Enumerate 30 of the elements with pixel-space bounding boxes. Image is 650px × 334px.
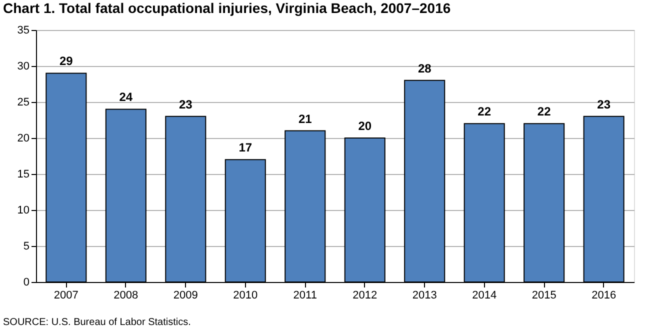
x-tick-label: 2013 bbox=[412, 290, 437, 302]
x-tick-label: 2014 bbox=[472, 290, 497, 302]
chart-title: Chart 1. Total fatal occupational injuries, Virginia Beach, 2007–2016 bbox=[3, 0, 451, 16]
data-label: 17 bbox=[238, 140, 252, 155]
x-tick-label: 2010 bbox=[233, 290, 258, 302]
data-label: 24 bbox=[119, 90, 133, 104]
y-tick-label: 10 bbox=[17, 204, 30, 216]
data-label: 28 bbox=[418, 61, 432, 76]
x-tick-label: 2016 bbox=[592, 290, 616, 302]
data-label: 21 bbox=[298, 112, 312, 126]
y-tick-label: 25 bbox=[17, 96, 30, 108]
y-tick-label: 35 bbox=[17, 24, 30, 36]
source-note: SOURCE: U.S. Bureau of Labor Statistics. bbox=[3, 317, 191, 328]
data-label: 23 bbox=[597, 97, 611, 112]
x-tick-label: 2012 bbox=[352, 290, 378, 302]
x-tick-label: 2008 bbox=[114, 290, 138, 302]
y-tick-label: 30 bbox=[17, 60, 30, 72]
x-tick-label: 2011 bbox=[293, 290, 317, 302]
x-tick-label: 2015 bbox=[532, 290, 556, 302]
data-label: 29 bbox=[59, 54, 74, 68]
data-label: 23 bbox=[178, 97, 193, 112]
x-tick-label: 2007 bbox=[54, 290, 78, 302]
y-tick-label: 5 bbox=[23, 240, 30, 252]
data-label: 22 bbox=[478, 104, 492, 119]
y-tick-label: 15 bbox=[17, 168, 30, 180]
x-tick-label: 2009 bbox=[173, 290, 198, 302]
y-tick-label: 0 bbox=[23, 276, 30, 288]
data-label: 20 bbox=[358, 119, 372, 133]
y-tick-label: 20 bbox=[17, 132, 30, 144]
data-label: 22 bbox=[537, 104, 552, 119]
